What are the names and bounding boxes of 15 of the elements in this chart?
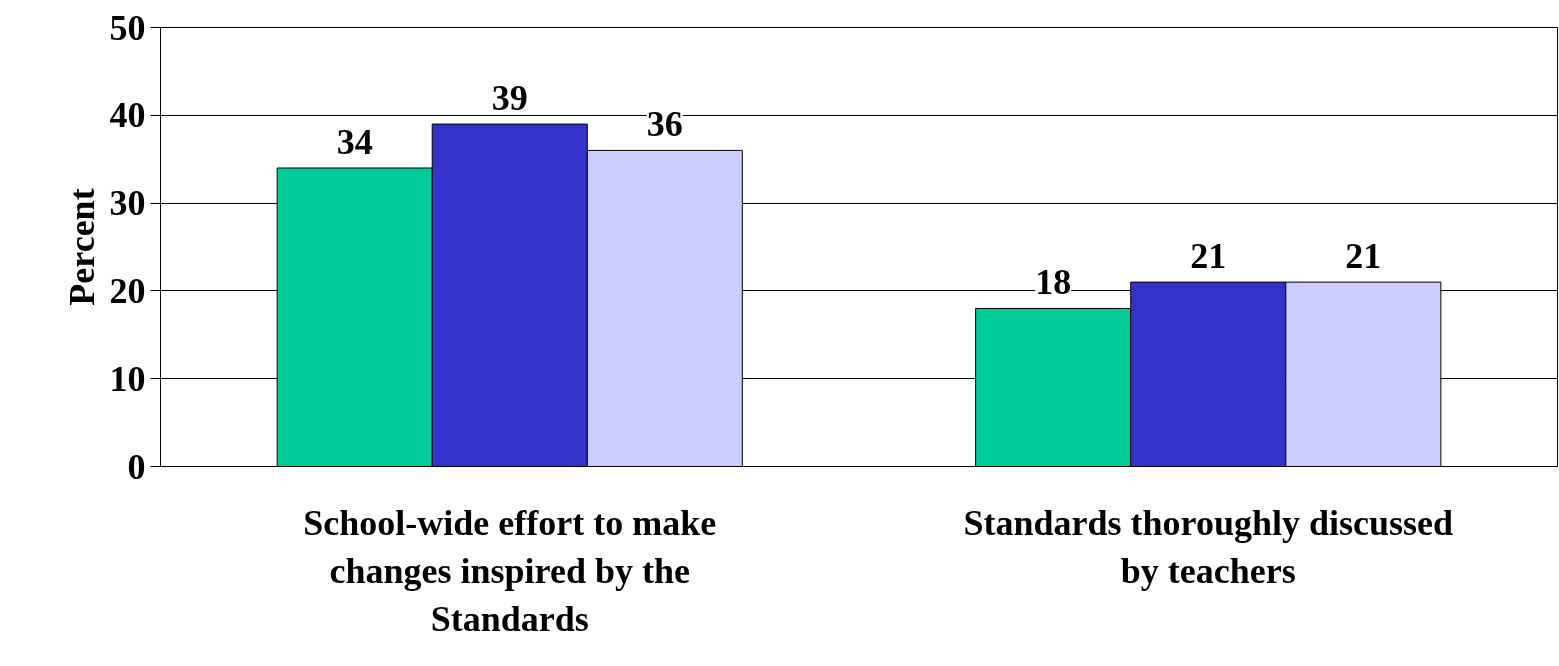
data-label: 21 bbox=[1190, 236, 1227, 277]
data-label: 34 bbox=[336, 121, 373, 162]
y-tick-label: 30 bbox=[109, 183, 146, 224]
x-tick-label: Standards thoroughly discussed by teachers bbox=[963, 502, 1453, 591]
y-tick-label: 10 bbox=[109, 358, 146, 399]
data-label: 18 bbox=[1035, 262, 1072, 303]
data-label: 36 bbox=[646, 104, 683, 145]
data-label: 21 bbox=[1345, 236, 1382, 277]
y-axis-title: Percent bbox=[61, 188, 102, 306]
y-tick-label: 0 bbox=[127, 446, 146, 487]
y-tick-label: 50 bbox=[109, 7, 146, 48]
y-tick-label: 40 bbox=[109, 95, 146, 136]
x-tick-label: School-wide effort to make changes inspired by the Standards bbox=[303, 502, 717, 639]
data-label: 39 bbox=[491, 78, 528, 119]
y-tick-label: 20 bbox=[109, 270, 146, 311]
